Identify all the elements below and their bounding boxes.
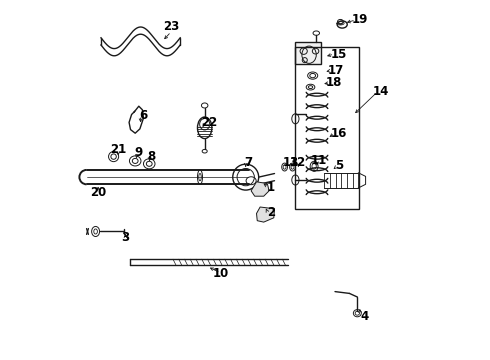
Text: 17: 17 bbox=[328, 64, 344, 77]
Text: 14: 14 bbox=[373, 85, 389, 98]
Text: 5: 5 bbox=[335, 159, 343, 172]
Text: 11: 11 bbox=[311, 154, 327, 167]
Text: 19: 19 bbox=[352, 13, 368, 26]
Text: 3: 3 bbox=[122, 231, 129, 244]
Text: 1: 1 bbox=[267, 181, 275, 194]
Text: 10: 10 bbox=[212, 267, 229, 280]
Text: 2: 2 bbox=[267, 206, 275, 219]
Text: 13: 13 bbox=[283, 156, 299, 168]
Text: 18: 18 bbox=[326, 76, 343, 89]
Polygon shape bbox=[257, 207, 274, 222]
Text: 20: 20 bbox=[90, 186, 106, 199]
Text: 9: 9 bbox=[134, 147, 143, 159]
Bar bbox=[295, 47, 360, 209]
Text: 15: 15 bbox=[330, 48, 347, 60]
Text: 12: 12 bbox=[290, 156, 306, 168]
Text: 7: 7 bbox=[245, 156, 253, 168]
Text: 23: 23 bbox=[163, 21, 179, 33]
Polygon shape bbox=[251, 182, 269, 196]
Bar bbox=[294, 42, 320, 64]
Text: 4: 4 bbox=[360, 310, 368, 323]
Text: 6: 6 bbox=[139, 109, 147, 122]
Text: 21: 21 bbox=[110, 143, 126, 156]
Text: 8: 8 bbox=[147, 150, 155, 163]
Text: 22: 22 bbox=[201, 116, 217, 129]
Text: 16: 16 bbox=[331, 127, 347, 140]
